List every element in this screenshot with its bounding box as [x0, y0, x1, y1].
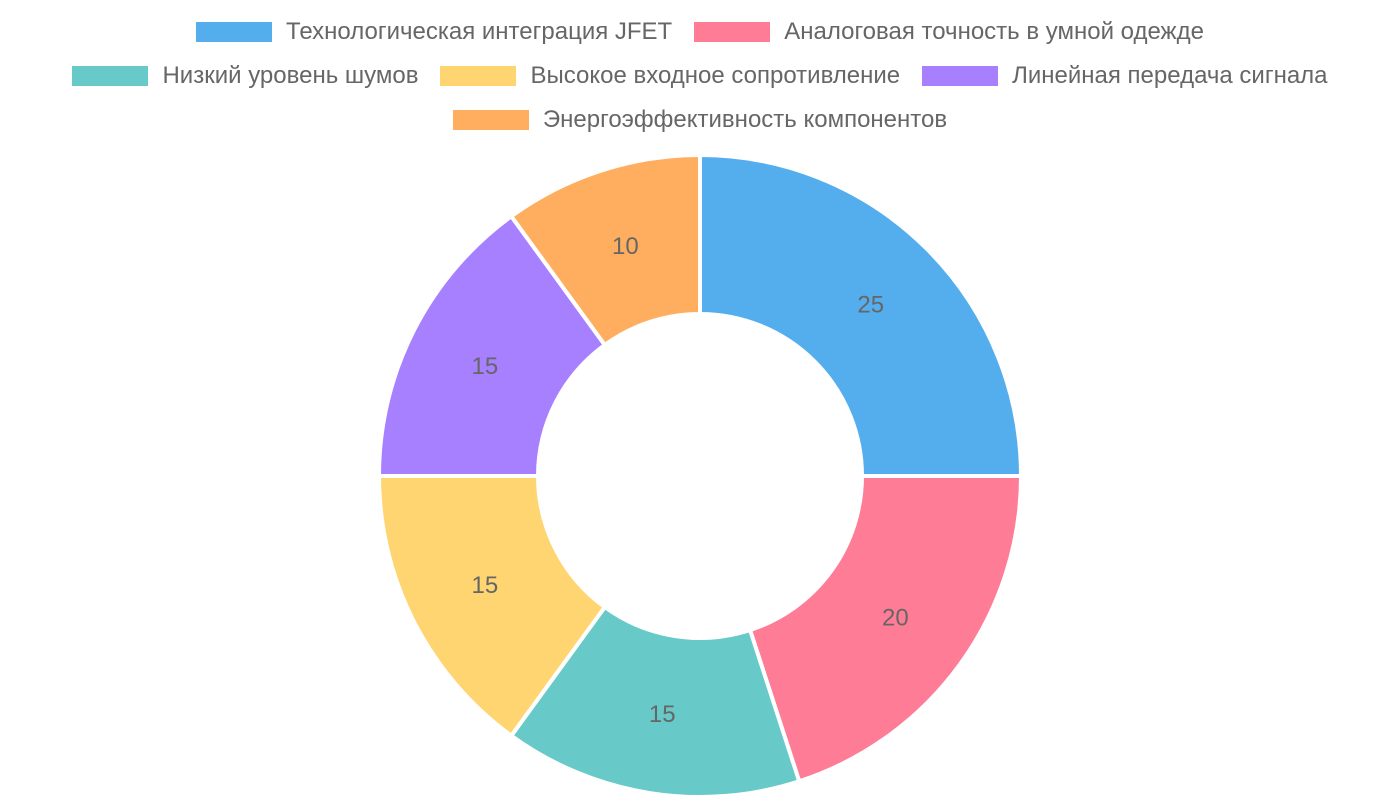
legend-label: Линейная передача сигнала [1012, 62, 1328, 89]
slice-value-label: 15 [649, 701, 676, 728]
legend-item-linear-transmission[interactable]: Линейная передача сигнала [922, 62, 1328, 90]
slice-value-label: 15 [471, 353, 498, 380]
legend-item-low-noise[interactable]: Низкий уровень шумов [72, 62, 418, 90]
legend-swatch [72, 66, 149, 86]
slice-value-label: 10 [612, 233, 639, 260]
slice-value-label: 25 [857, 292, 884, 319]
donut-slice[interactable] [508, 152, 702, 348]
legend-swatch [440, 66, 517, 86]
legend-row: Энергоэффективность компонентов [0, 98, 1400, 142]
donut-slice[interactable] [376, 213, 608, 478]
legend-item-jfet-integration[interactable]: Технологическая интеграция JFET [196, 18, 672, 46]
legend-label: Технологическая интеграция JFET [286, 18, 673, 45]
donut-slice[interactable] [698, 152, 1024, 478]
slice-value-label: 15 [471, 572, 498, 599]
legend-swatch [694, 22, 771, 42]
legend-label: Высокое входное сопротивление [530, 62, 901, 89]
donut-slice[interactable] [508, 604, 802, 799]
legend-label: Низкий уровень шумов [162, 62, 419, 89]
legend-item-high-input-impedance[interactable]: Высокое входное сопротивление [440, 62, 900, 90]
legend-swatch [196, 22, 273, 42]
legend-swatch [452, 110, 529, 130]
legend-item-energy-efficiency[interactable]: Энергоэффективность компонентов [452, 106, 948, 134]
slice-value-label: 20 [882, 604, 909, 631]
legend-item-analog-precision[interactable]: Аналоговая точность в умной одежде [694, 18, 1204, 46]
legend-label: Энергоэффективность компонентов [542, 106, 948, 133]
legend-label: Аналоговая точность в умной одежде [784, 18, 1204, 45]
legend-row: Низкий уровень шумов Высокое входное соп… [0, 54, 1400, 98]
chart-legend: Технологическая интеграция JFET Аналогов… [0, 10, 1400, 142]
donut-slice[interactable] [376, 474, 608, 739]
legend-row: Технологическая интеграция JFET Аналогов… [0, 10, 1400, 54]
legend-swatch [922, 66, 999, 86]
donut-slice[interactable] [747, 474, 1024, 784]
